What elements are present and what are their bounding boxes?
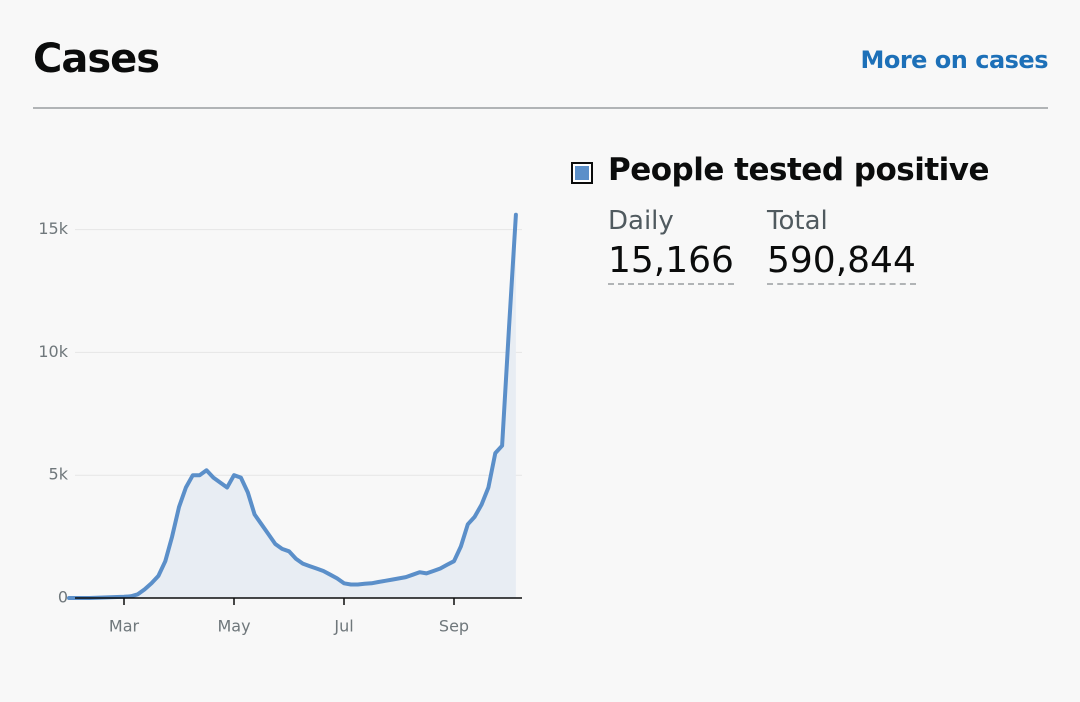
x-tick-label: Sep [439,617,469,636]
x-tick-label: Jul [333,617,353,636]
total-stat: Total 590,844 [767,206,916,285]
stat-value[interactable]: 15,166 [608,240,734,285]
y-tick-label: 10k [38,342,68,361]
stat-label: Daily [608,206,674,236]
area [69,214,516,599]
y-tick-label: 0 [58,588,68,607]
line [67,212,518,600]
stat-label: Total [767,206,828,236]
stat-value[interactable]: 590,844 [767,240,916,285]
legend-swatch [571,162,593,184]
y-tick-label: 5k [49,465,69,484]
legend-label: People tested positive [608,152,990,188]
more-link[interactable]: More on cases [860,46,1048,74]
y-tick-label: 15k [38,219,68,238]
x-tick-label: May [217,617,250,636]
x-tick-label: Mar [109,617,140,636]
divider [33,107,1048,109]
daily-stat: Daily 15,166 [608,206,734,285]
legend-swatch-fill [575,166,589,180]
page-title: Cases [33,36,160,82]
